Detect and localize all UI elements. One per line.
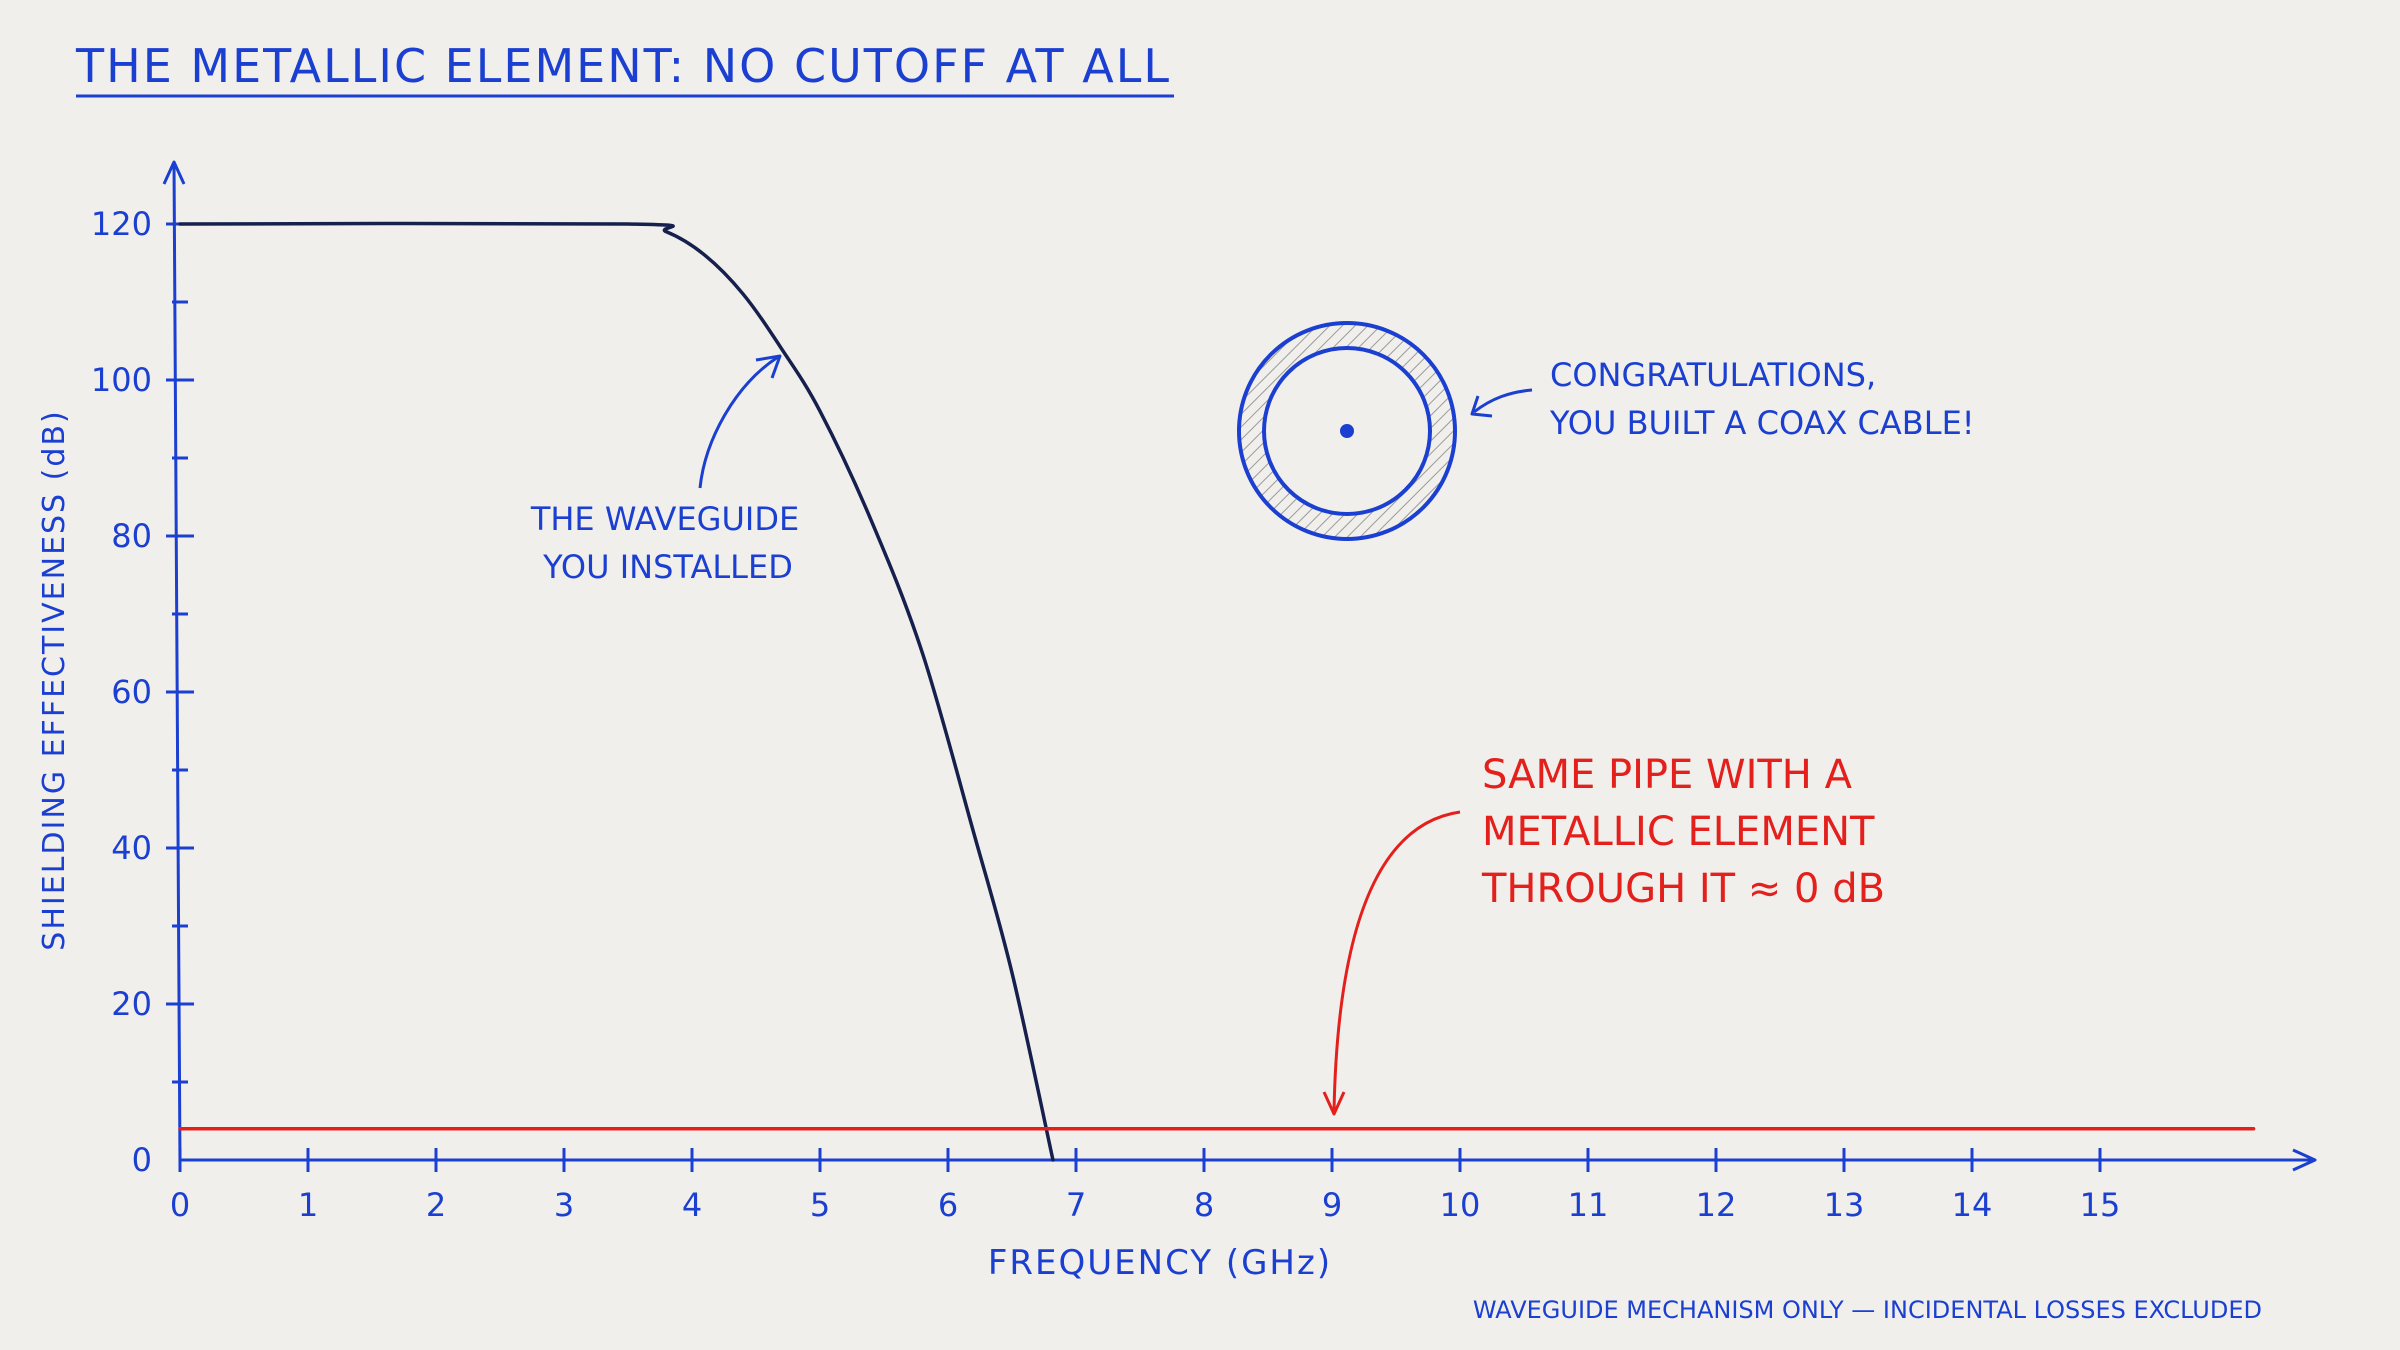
waveguide-annotation-line-1: THE WAVEGUIDE [530, 500, 799, 538]
coax-arrow [1473, 388, 1533, 414]
metallic-annotation-line-2: METALLIC ELEMENT [1482, 809, 1875, 855]
x-tick-label: 10 [1440, 1186, 1481, 1224]
x-tick-label: 0 [170, 1186, 190, 1224]
x-tick-label: 7 [1066, 1186, 1086, 1224]
y-tick-label: 100 [91, 361, 152, 399]
x-tick-label: 15 [2080, 1186, 2121, 1224]
x-tick-label: 5 [810, 1186, 830, 1224]
x-tick-label: 13 [1824, 1186, 1865, 1224]
x-axis-label: FREQUENCY (GHz) [988, 1243, 1332, 1283]
y-tick-label: 0 [132, 1141, 152, 1179]
waveguide-curve [178, 221, 1055, 1162]
x-tick-label: 6 [938, 1186, 958, 1224]
y-tick-label: 60 [111, 673, 152, 711]
metallic-annotation-line-1: SAME PIPE WITH A [1482, 752, 1853, 798]
x-tick-label: 14 [1952, 1186, 1993, 1224]
x-tick-label: 3 [554, 1186, 574, 1224]
coax-cross-section-icon [1237, 321, 1457, 541]
metallic-arrowhead [1322, 1091, 1346, 1116]
y-tick-label: 20 [111, 985, 152, 1023]
x-tick-label: 4 [682, 1186, 702, 1224]
chart-title: THE METALLIC ELEMENT: NO CUTOFF AT ALL [75, 39, 1171, 93]
y-tick-label: 40 [111, 829, 152, 867]
coax-annotation: CONGRATULATIONS, YOU BUILT A COAX CABLE! [1470, 356, 1975, 442]
y-tick-label: 120 [91, 205, 152, 243]
metallic-annotation: SAME PIPE WITH A METALLIC ELEMENT THROUG… [1322, 752, 1885, 1116]
metallic-annotation-line-3: THROUGH IT ≈ 0 dB [1481, 866, 1885, 912]
footnote: WAVEGUIDE MECHANISM ONLY — INCIDENTAL LO… [1473, 1296, 2262, 1324]
y-axis-arrowhead [162, 160, 186, 185]
coax-arrowhead [1470, 395, 1493, 418]
waveguide-annotation-line-2: YOU INSTALLED [542, 548, 793, 586]
waveguide-arrow [698, 355, 779, 489]
waveguide-arrowhead [755, 354, 782, 379]
y-tick-label: 80 [111, 517, 152, 555]
coax-annotation-line-2: YOU BUILT A COAX CABLE! [1549, 404, 1975, 442]
x-tick-label: 11 [1568, 1186, 1609, 1224]
y-axis-label: SHIELDING EFFECTIVENESS (dB) [37, 409, 72, 950]
coax-annotation-line-1: CONGRATULATIONS, [1550, 356, 1876, 394]
x-tick-label: 12 [1696, 1186, 1737, 1224]
x-tick-label: 1 [298, 1186, 318, 1224]
x-axis-arrowhead [2292, 1148, 2317, 1172]
x-tick-label: 8 [1194, 1186, 1214, 1224]
metallic-arrow [1332, 810, 1461, 1113]
x-tick-label: 9 [1322, 1186, 1342, 1224]
y-axis-line [172, 161, 182, 1165]
x-tick-label: 2 [426, 1186, 446, 1224]
waveguide-annotation: THE WAVEGUIDE YOU INSTALLED [530, 354, 799, 586]
series-layer [178, 221, 2256, 1162]
